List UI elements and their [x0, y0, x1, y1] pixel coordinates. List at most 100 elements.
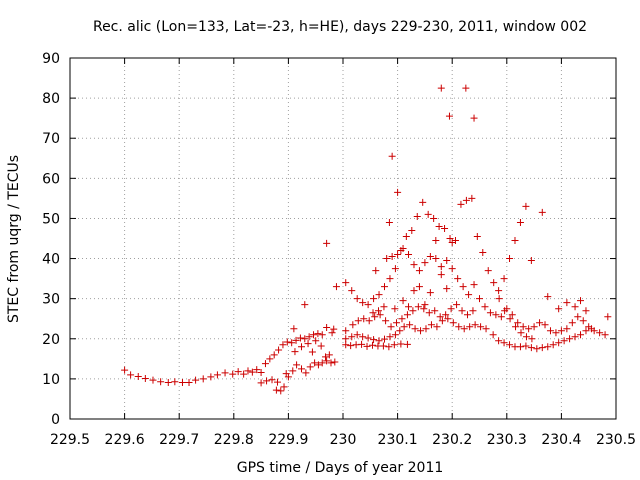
data-point — [411, 325, 419, 333]
data-point — [489, 331, 497, 339]
data-point — [268, 376, 276, 384]
data-point — [506, 255, 514, 263]
data-point — [323, 239, 331, 247]
data-point — [330, 325, 338, 333]
data-point — [522, 202, 530, 210]
data-point — [495, 295, 503, 303]
y-tick-label: 50 — [42, 211, 60, 227]
data-point — [296, 334, 304, 342]
data-point — [421, 301, 429, 309]
data-point — [391, 331, 399, 339]
data-point — [354, 317, 362, 325]
data-point — [448, 239, 456, 247]
data-point — [533, 345, 541, 353]
data-point — [463, 311, 471, 319]
data-point — [453, 301, 461, 309]
data-point — [587, 325, 595, 333]
data-point — [426, 253, 434, 261]
data-point — [469, 307, 477, 315]
data-point — [484, 267, 492, 275]
data-point — [425, 309, 433, 317]
data-point — [415, 283, 423, 291]
data-point — [266, 355, 274, 363]
data-point — [331, 358, 339, 366]
data-point — [353, 295, 361, 303]
data-point — [577, 297, 585, 305]
data-point — [555, 305, 563, 313]
data-point — [349, 321, 357, 329]
data-point — [234, 368, 242, 376]
data-point — [560, 337, 568, 345]
data-point — [471, 321, 479, 329]
data-point — [462, 196, 470, 204]
data-point — [386, 333, 394, 341]
data-point — [435, 222, 443, 230]
data-point — [372, 267, 380, 275]
data-point — [390, 341, 398, 349]
data-point — [280, 383, 288, 391]
data-point — [468, 194, 476, 202]
data-point — [519, 323, 527, 331]
data-point — [448, 265, 456, 273]
chart-title: Rec. alic (Lon=133, Lat=-23, h=HE), days… — [93, 19, 587, 35]
data-point — [310, 331, 318, 339]
data-point — [248, 368, 256, 376]
data-point — [359, 299, 367, 307]
data-point — [420, 305, 428, 313]
data-point — [386, 275, 394, 283]
data-point — [270, 351, 278, 359]
data-point — [149, 376, 157, 384]
data-point — [437, 263, 445, 271]
data-point — [460, 325, 468, 333]
data-point — [353, 331, 361, 339]
data-point — [455, 323, 463, 331]
data-point — [277, 387, 285, 395]
data-point — [288, 339, 296, 347]
data-point — [304, 340, 312, 348]
data-point — [157, 378, 165, 386]
data-point — [171, 378, 179, 386]
data-point — [436, 313, 444, 321]
data-point — [207, 373, 215, 381]
data-point — [525, 325, 533, 333]
data-point — [375, 291, 383, 299]
x-tick-label: 229.5 — [50, 432, 90, 448]
data-point — [283, 338, 291, 346]
data-point — [325, 351, 333, 359]
x-tick-label: 230.3 — [487, 432, 527, 448]
data-point — [443, 257, 451, 265]
data-point — [383, 255, 391, 263]
data-point — [511, 237, 519, 245]
y-tick-label: 30 — [42, 292, 60, 308]
data-point — [391, 265, 399, 273]
data-point — [577, 331, 585, 339]
data-point — [571, 303, 579, 311]
data-point — [582, 327, 590, 335]
data-point — [342, 335, 350, 343]
x-tick-label: 229.6 — [105, 432, 145, 448]
data-point — [500, 275, 508, 283]
data-point — [134, 372, 142, 380]
data-point — [527, 344, 535, 352]
data-point — [369, 309, 377, 317]
x-tick-label: 230.5 — [596, 432, 636, 448]
data-point — [263, 377, 271, 385]
data-point — [479, 249, 487, 257]
y-tick-label: 80 — [42, 91, 60, 107]
data-point — [164, 378, 172, 386]
data-point — [396, 327, 404, 335]
data-point — [430, 214, 438, 222]
data-point — [405, 251, 413, 259]
data-point — [376, 311, 384, 319]
data-point — [495, 287, 503, 295]
data-point — [240, 370, 248, 378]
data-point — [323, 357, 331, 365]
x-axis-label: GPS time / Days of year 2011 — [237, 460, 444, 476]
data-point — [500, 339, 508, 347]
data-point — [318, 331, 326, 339]
data-point — [360, 315, 368, 323]
data-point — [421, 259, 429, 267]
data-point — [470, 281, 478, 289]
data-point — [441, 224, 449, 232]
data-point — [481, 303, 489, 311]
